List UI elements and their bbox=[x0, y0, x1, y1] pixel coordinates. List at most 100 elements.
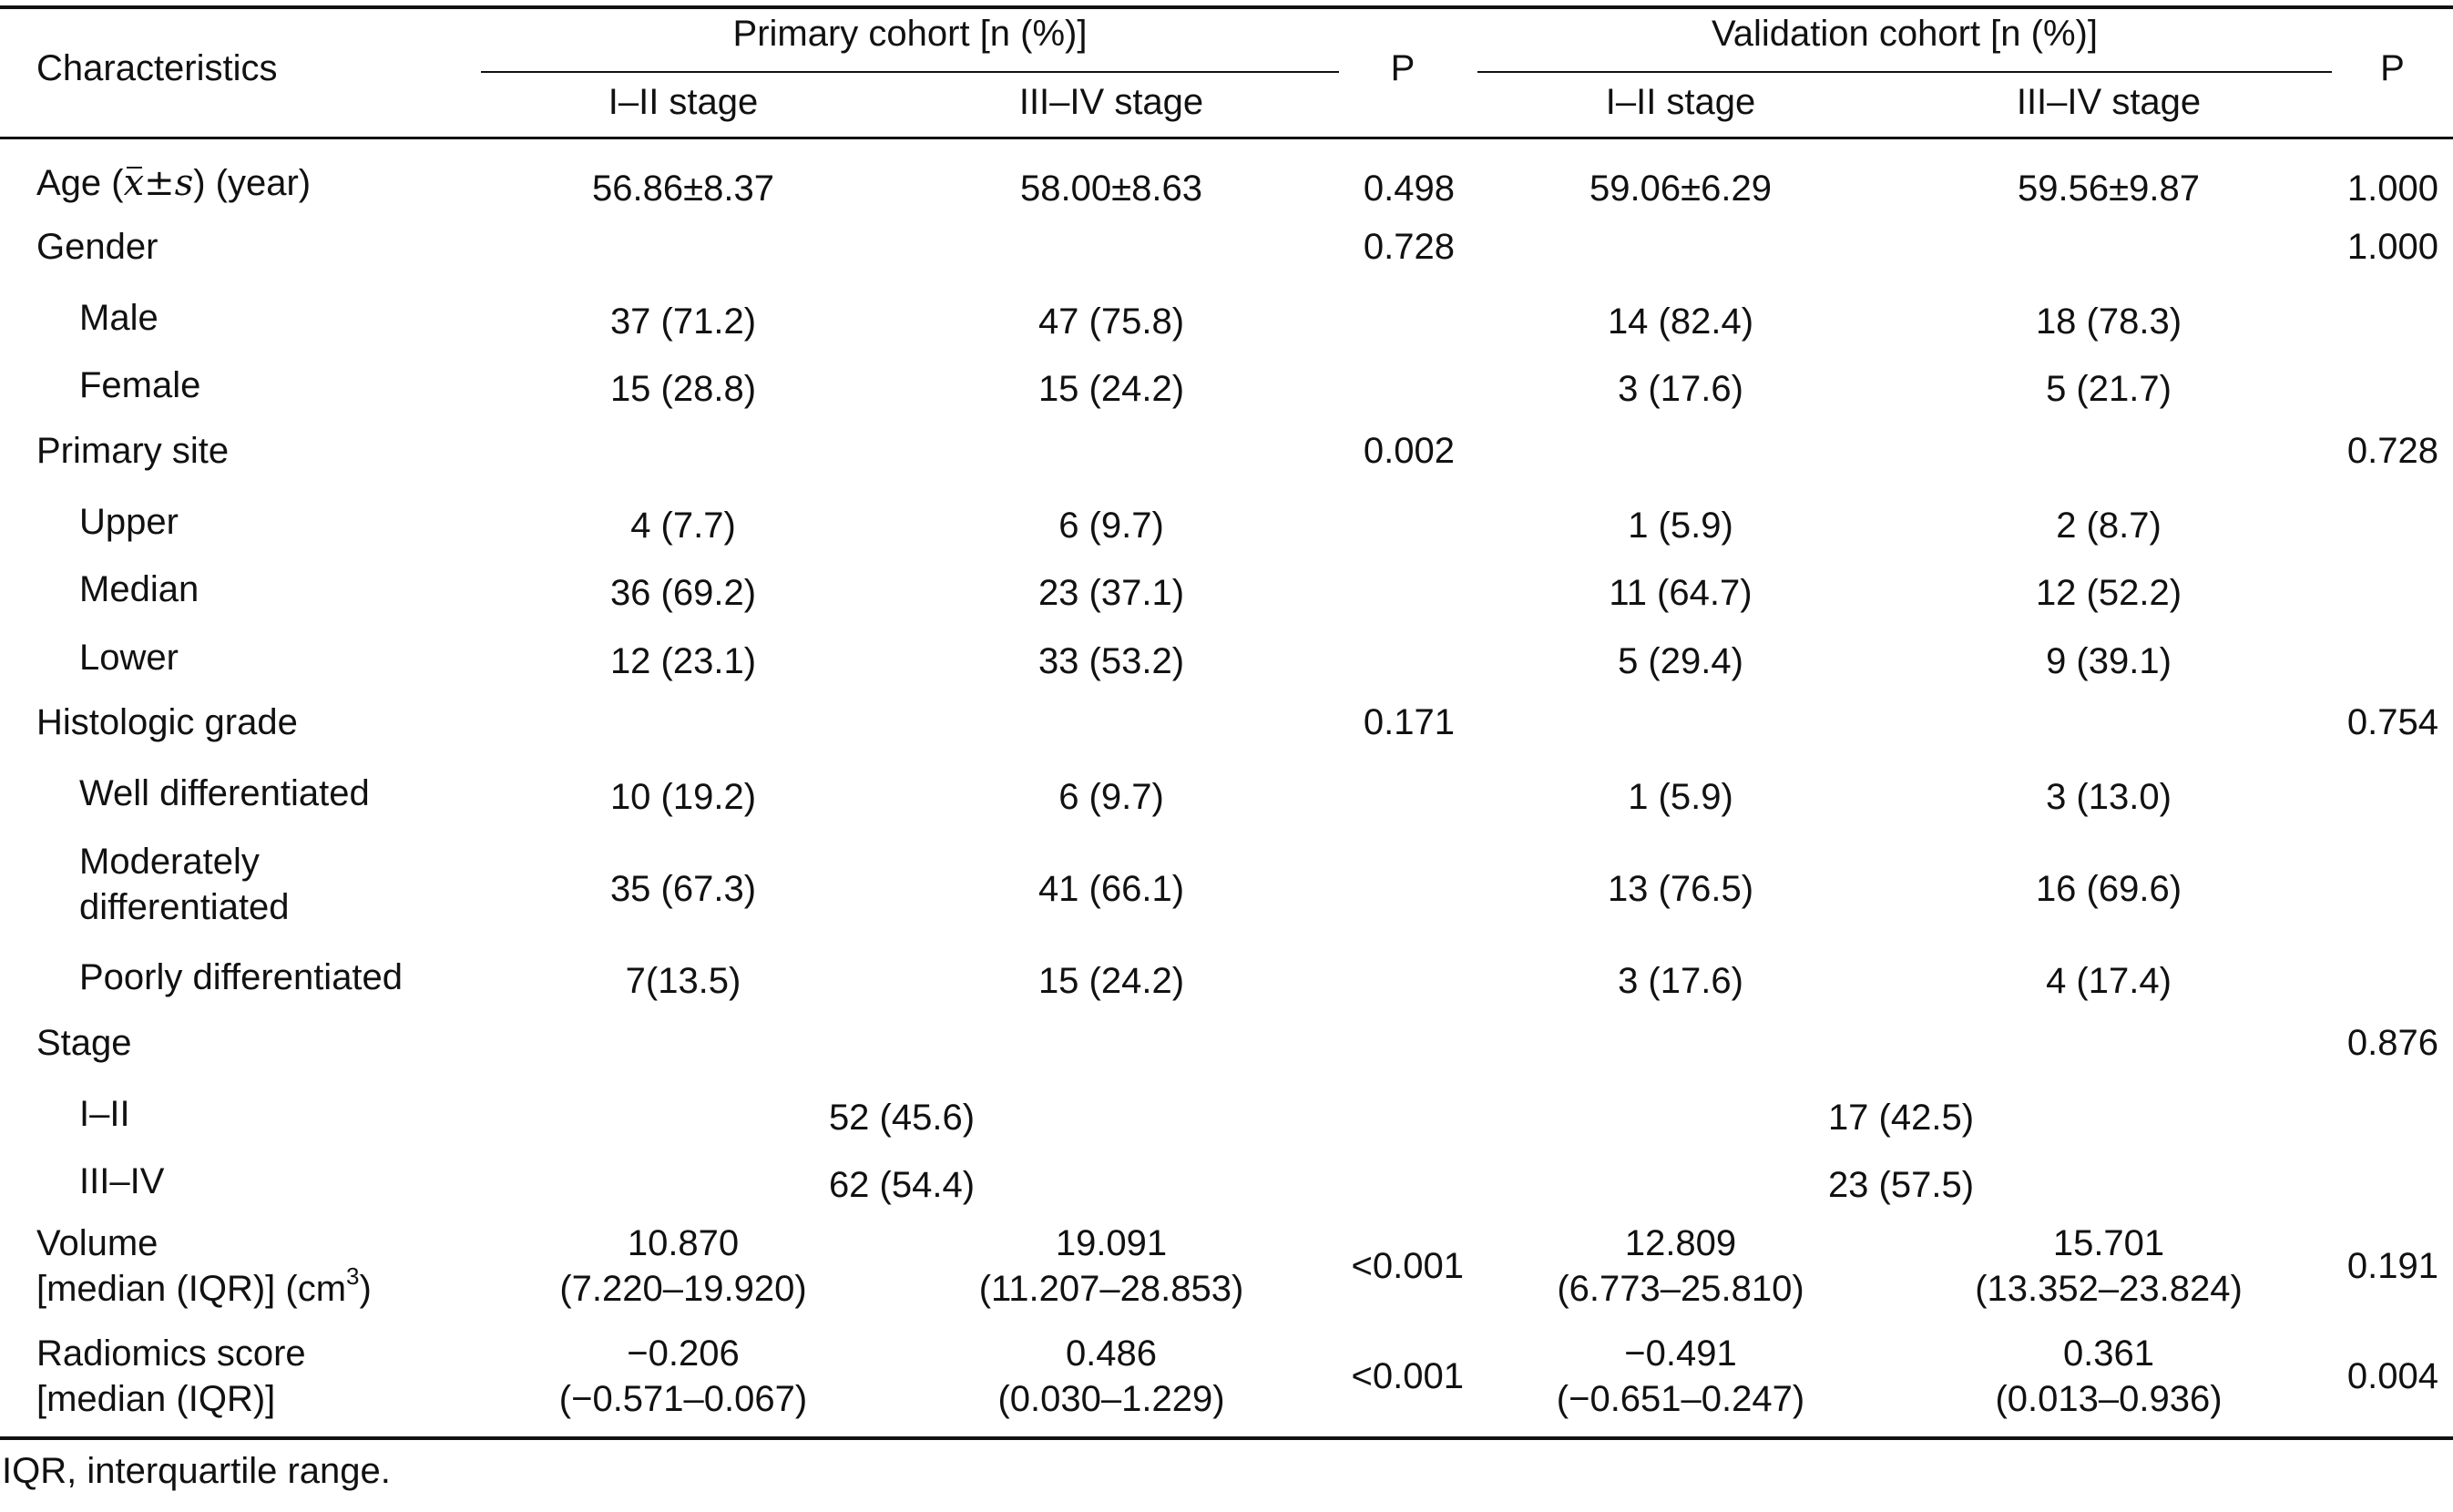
age-primary-p: 0.498 bbox=[1363, 169, 1455, 209]
volume-validation-p: 0.191 bbox=[2346, 1246, 2438, 1286]
gender-female-primary-iii-iv: 15 (24.2) bbox=[1037, 369, 1185, 409]
gender-female-primary-i-ii: 15 (28.8) bbox=[609, 369, 757, 409]
volume-validation-i-ii: 12.809 (6.773–25.810) bbox=[1508, 1221, 1854, 1312]
grade-well-primary-iii-iv: 6 (9.7) bbox=[1058, 777, 1164, 817]
radiomics-validation-i-ii-iqr: (−0.651–0.247) bbox=[1556, 1379, 1805, 1419]
primary-site-validation-p: 0.728 bbox=[2346, 431, 2438, 471]
table-bottom-rule bbox=[0, 1436, 2453, 1440]
stage-i-ii-primary: 52 (45.6) bbox=[828, 1098, 976, 1138]
volume-validation-i-ii-median: 12.809 bbox=[1624, 1223, 1737, 1263]
radiomics-primary-iii-iv-iqr: (0.030–1.229) bbox=[997, 1379, 1225, 1419]
volume-primary-iii-iv-iqr: (11.207–28.853) bbox=[978, 1269, 1244, 1309]
site-median-label: Median bbox=[79, 569, 199, 609]
radiomics-label-line1: Radiomics score bbox=[36, 1333, 306, 1374]
site-lower-primary-iii-iv: 33 (53.2) bbox=[1037, 641, 1185, 681]
site-upper-validation-iii-iv: 2 (8.7) bbox=[2056, 506, 2162, 546]
radiomics-validation-p: 0.004 bbox=[2346, 1356, 2438, 1396]
grade-moderate-label-line2: differentiated bbox=[79, 887, 290, 927]
site-median-validation-iii-iv: 12 (52.2) bbox=[2035, 573, 2182, 613]
gender-primary-p: 0.728 bbox=[1363, 227, 1455, 267]
primary-site-primary-p: 0.002 bbox=[1363, 431, 1455, 471]
gender-male-validation-i-ii: 14 (82.4) bbox=[1607, 301, 1754, 342]
header-primary-stage-iii-iv: III–IV stage bbox=[1018, 82, 1204, 122]
radiomics-label-line2: [median (IQR)] bbox=[36, 1379, 276, 1419]
volume-label-line2-suffix: ) bbox=[359, 1269, 372, 1309]
age-label-prefix: Age ( bbox=[36, 163, 124, 203]
header-validation-stage-iii-iv: III–IV stage bbox=[2016, 82, 2202, 122]
histologic-grade-validation-p: 0.754 bbox=[2346, 702, 2438, 742]
mean-symbol: x bbox=[123, 162, 145, 204]
volume-primary-iii-iv-median: 19.091 bbox=[1055, 1223, 1168, 1263]
volume-unit-exponent: 3 bbox=[346, 1262, 360, 1290]
gender-male-label: Male bbox=[79, 298, 158, 338]
gender-female-label: Female bbox=[79, 365, 201, 405]
grade-well-label: Well differentiated bbox=[79, 773, 370, 813]
site-lower-validation-i-ii: 5 (29.4) bbox=[1618, 641, 1743, 681]
radiomics-primary-i-ii-median: −0.206 bbox=[627, 1333, 740, 1374]
stage-iii-iv-primary: 62 (54.4) bbox=[828, 1165, 976, 1205]
grade-poor-primary-i-ii: 7(13.5) bbox=[625, 961, 741, 1001]
table-footnote: IQR, interquartile range. bbox=[2, 1451, 391, 1491]
header-characteristics: Characteristics bbox=[36, 48, 278, 88]
grade-well-primary-i-ii: 10 (19.2) bbox=[609, 777, 757, 817]
site-lower-label: Lower bbox=[79, 638, 179, 678]
gender-male-primary-iii-iv: 47 (75.8) bbox=[1037, 301, 1185, 342]
stage-label: Stage bbox=[36, 1023, 132, 1063]
site-lower-primary-i-ii: 12 (23.1) bbox=[609, 641, 757, 681]
header-validation-cohort: Validation cohort [n (%)] bbox=[1712, 14, 2098, 54]
volume-label-line2-prefix: [median (IQR)] (cm bbox=[36, 1269, 347, 1309]
volume-primary-i-ii-iqr: (7.220–19.920) bbox=[559, 1269, 807, 1309]
gender-female-validation-iii-iv: 5 (21.7) bbox=[2046, 369, 2172, 409]
volume-primary-iii-iv: 19.091 (11.207–28.853) bbox=[938, 1221, 1284, 1312]
radiomics-validation-i-ii: −0.491 (−0.651–0.247) bbox=[1508, 1331, 1854, 1422]
volume-label-line1: Volume bbox=[36, 1223, 158, 1263]
grade-poor-primary-iii-iv: 15 (24.2) bbox=[1037, 961, 1185, 1001]
age-validation-iii-iv: 59.56±9.87 bbox=[2018, 169, 2200, 209]
site-median-primary-iii-iv: 23 (37.1) bbox=[1037, 573, 1185, 613]
grade-poor-validation-i-ii: 3 (17.6) bbox=[1618, 961, 1743, 1001]
gender-male-primary-i-ii: 37 (71.2) bbox=[609, 301, 757, 342]
age-label-suffix: ) (year) bbox=[193, 163, 312, 203]
site-upper-primary-iii-iv: 6 (9.7) bbox=[1058, 506, 1164, 546]
sd-symbol: s bbox=[174, 162, 194, 204]
age-validation-i-ii: 59.06±6.29 bbox=[1589, 169, 1772, 209]
validation-cohort-underline bbox=[1477, 71, 2332, 73]
volume-primary-i-ii-median: 10.870 bbox=[627, 1223, 740, 1263]
header-bottom-rule bbox=[0, 137, 2453, 139]
gender-male-validation-iii-iv: 18 (78.3) bbox=[2035, 301, 2182, 342]
histologic-grade-primary-p: 0.171 bbox=[1363, 702, 1455, 742]
site-upper-primary-i-ii: 4 (7.7) bbox=[630, 506, 736, 546]
histologic-grade-label: Histologic grade bbox=[36, 702, 298, 742]
grade-moderate-validation-iii-iv: 16 (69.6) bbox=[2035, 869, 2182, 909]
radiomics-label: Radiomics score [median (IQR)] bbox=[36, 1331, 306, 1422]
volume-label: Volume [median (IQR)] (cm3) bbox=[36, 1221, 372, 1312]
volume-primary-i-ii: 10.870 (7.220–19.920) bbox=[510, 1221, 856, 1312]
age-label: Age (x±s) (year) bbox=[36, 160, 311, 206]
stage-iii-iv-label: III–IV bbox=[79, 1161, 165, 1201]
grade-moderate-primary-i-ii: 35 (67.3) bbox=[609, 869, 757, 909]
radiomics-primary-i-ii: −0.206 (−0.571–0.067) bbox=[510, 1331, 856, 1422]
site-lower-validation-iii-iv: 9 (39.1) bbox=[2046, 641, 2172, 681]
radiomics-validation-iii-iv: 0.361 (0.013–0.936) bbox=[1936, 1331, 2282, 1422]
header-primary-cohort: Primary cohort [n (%)] bbox=[732, 14, 1088, 54]
site-median-validation-i-ii: 11 (64.7) bbox=[1609, 573, 1753, 613]
age-primary-i-ii: 56.86±8.37 bbox=[592, 169, 774, 209]
age-primary-iii-iv: 58.00±8.63 bbox=[1020, 169, 1202, 209]
stage-i-ii-label: I–II bbox=[79, 1094, 130, 1134]
radiomics-validation-iii-iv-median: 0.361 bbox=[2062, 1333, 2155, 1374]
volume-validation-iii-iv: 15.701 (13.352–23.824) bbox=[1936, 1221, 2282, 1312]
site-upper-validation-i-ii: 1 (5.9) bbox=[1628, 506, 1733, 546]
grade-moderate-primary-iii-iv: 41 (66.1) bbox=[1037, 869, 1185, 909]
header-validation-stage-i-ii: I–II stage bbox=[1605, 82, 1756, 122]
age-validation-p: 1.000 bbox=[2346, 169, 2438, 209]
primary-cohort-underline bbox=[481, 71, 1339, 73]
table-top-rule bbox=[0, 5, 2453, 9]
header-primary-p: P bbox=[1390, 48, 1416, 88]
radiomics-validation-i-ii-median: −0.491 bbox=[1624, 1333, 1737, 1374]
stage-i-ii-validation: 17 (42.5) bbox=[1827, 1098, 1975, 1138]
volume-primary-p: <0.001 bbox=[1351, 1246, 1464, 1286]
gender-validation-p: 1.000 bbox=[2346, 227, 2438, 267]
gender-female-validation-i-ii: 3 (17.6) bbox=[1618, 369, 1743, 409]
gender-label: Gender bbox=[36, 227, 158, 267]
